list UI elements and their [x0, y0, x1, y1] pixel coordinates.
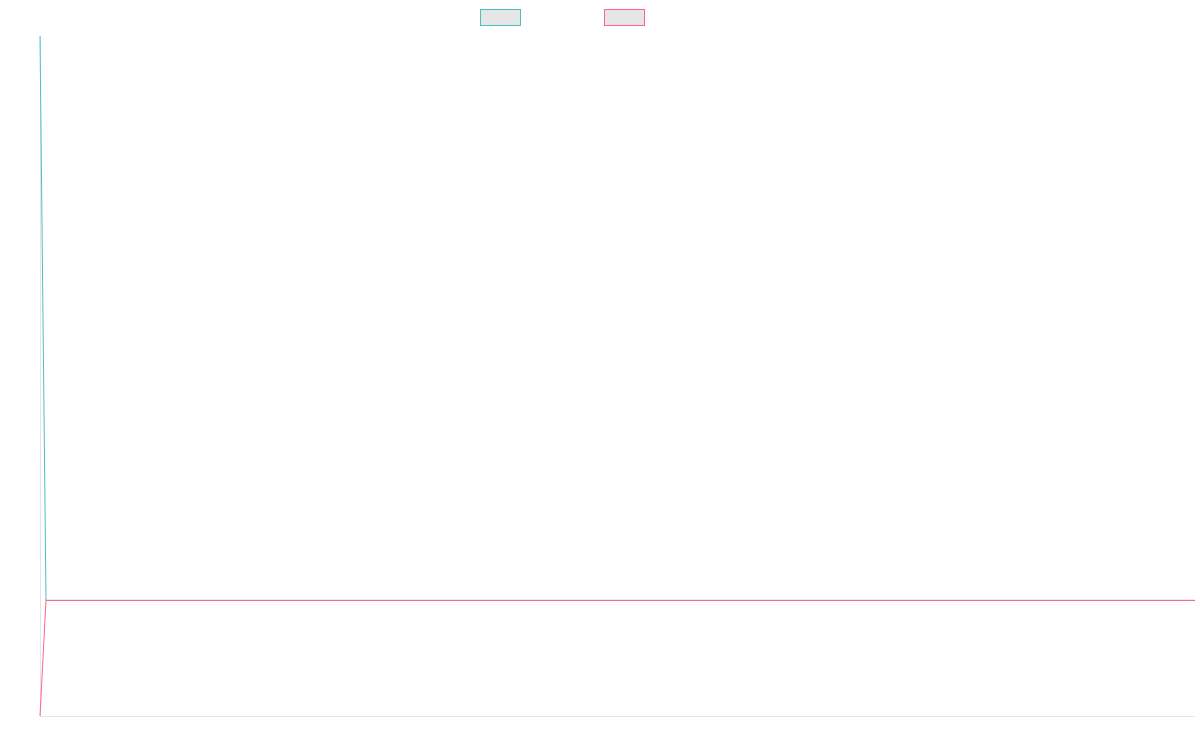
series-layer	[39, 35, 1195, 717]
series-1-line	[39, 35, 1195, 601]
legend-swatch-series-1[interactable]	[480, 9, 521, 26]
legend-swatch-series-2[interactable]	[604, 9, 645, 26]
series-2-line	[39, 599, 1195, 717]
